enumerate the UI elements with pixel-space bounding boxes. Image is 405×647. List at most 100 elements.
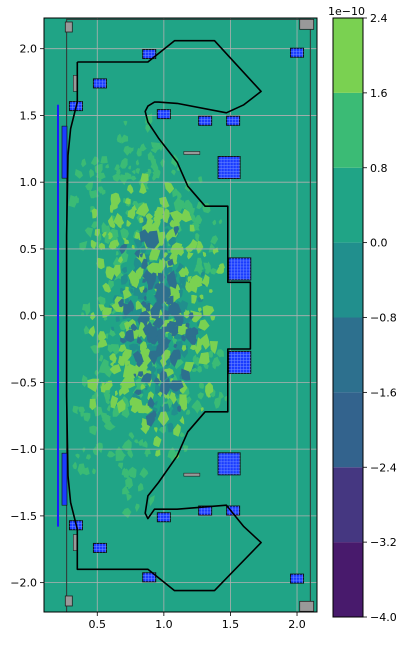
contour-patch	[153, 435, 162, 448]
contour-patch	[167, 301, 182, 317]
contour-patch	[120, 219, 125, 226]
contour-patch	[89, 189, 98, 199]
colorbar-tick-label: −1.6	[370, 386, 397, 399]
colorbar: 1e−10 −4.0 −3.2 −2.4 −1.6 −0.8 0.0 0.8 1.6 2.4	[328, 5, 397, 624]
contour-patch	[149, 362, 153, 368]
contour-patch	[142, 287, 148, 293]
contour-patch	[89, 425, 98, 436]
contour-patch	[120, 157, 128, 169]
contour-patch	[138, 439, 144, 446]
contour-patch	[121, 403, 130, 419]
contour-patch	[109, 364, 122, 375]
contour-patch	[136, 405, 147, 414]
contour-patch	[188, 239, 198, 250]
colorbar-tick-label: −0.8	[370, 312, 397, 325]
contour-patch	[209, 341, 218, 355]
contour-patch	[115, 390, 118, 397]
contour-patch	[120, 337, 127, 344]
contour-patch	[140, 173, 149, 184]
contour-patch	[118, 331, 126, 340]
contour-patch	[90, 239, 97, 250]
contour-patch	[182, 445, 189, 453]
contour-patch	[111, 326, 115, 332]
contour-patch	[146, 217, 154, 230]
contour-patch	[159, 357, 167, 368]
contour-patch	[172, 324, 179, 335]
contour-patch	[147, 168, 152, 175]
contour-patch	[108, 215, 116, 229]
contour-patch	[193, 263, 204, 272]
contour-patch	[105, 163, 110, 169]
contour-patch	[173, 197, 184, 212]
contour-patch	[135, 168, 141, 174]
contour-patch	[128, 466, 137, 479]
contour-patch	[197, 321, 201, 327]
contour-patch	[120, 287, 125, 295]
contour-patch	[135, 267, 144, 280]
contour-patch	[121, 439, 132, 451]
contour-patch	[224, 395, 228, 402]
contour-patch	[210, 315, 216, 321]
contour-patch	[115, 446, 126, 462]
contour-patch	[122, 288, 132, 300]
contour-patch	[139, 217, 144, 223]
y-tick-label: −1.5	[10, 510, 37, 523]
contour-patch	[146, 304, 151, 312]
contour-patch	[129, 343, 140, 353]
contour-patch	[181, 281, 186, 289]
contour-patch	[196, 201, 202, 210]
contour-patch	[88, 325, 96, 337]
contour-patch	[140, 373, 152, 384]
contour-patch	[140, 245, 148, 254]
contour-patch	[202, 305, 215, 316]
contour-patch	[198, 383, 204, 389]
contour-patch	[130, 288, 134, 294]
contour-patch	[212, 219, 217, 226]
contour-patch	[139, 253, 144, 258]
contour-patch	[173, 226, 180, 237]
contour-patch	[169, 252, 178, 264]
contour-patch	[141, 421, 145, 426]
pf-coil	[226, 505, 241, 516]
contour-patch	[153, 206, 164, 216]
contour-patch	[148, 366, 157, 375]
x-tick-label: 0.5	[89, 618, 107, 631]
contour-patch	[109, 327, 116, 337]
pf-coil	[92, 542, 107, 553]
x-tick-label: 2.0	[288, 618, 306, 631]
colorbar-multiplier-label: 1e−10	[328, 5, 365, 18]
y-tick-label: −0.5	[10, 376, 37, 389]
contour-patch	[126, 493, 132, 501]
contour-patch	[135, 300, 144, 310]
contour-patch	[89, 168, 95, 178]
contour-patch	[102, 307, 112, 318]
contour-patch	[163, 349, 169, 358]
contour-patch	[101, 382, 105, 386]
contour-patch	[81, 374, 88, 388]
contour-patch	[200, 407, 204, 412]
contour-patch	[85, 181, 94, 192]
pf-coil	[226, 115, 241, 126]
contour-patch	[146, 262, 160, 276]
contour-patch	[100, 384, 106, 393]
contour-patch	[189, 224, 195, 232]
contour-patch	[112, 264, 121, 278]
contour-patch	[98, 354, 104, 362]
y-tick-label: −2.0	[10, 577, 37, 590]
contour-patch	[72, 405, 79, 415]
contour-patch	[135, 159, 140, 166]
contour-patch	[118, 298, 124, 308]
contour-patch	[112, 173, 122, 182]
pf-coil	[217, 156, 241, 180]
contour-patch	[83, 325, 91, 335]
colorbar-band	[333, 242, 363, 318]
colorbar-tick-label: 0.8	[370, 162, 388, 175]
contour-patch	[201, 271, 205, 277]
contour-patch	[89, 398, 97, 411]
contour-patch	[178, 267, 187, 277]
contour-patch	[136, 336, 143, 345]
contour-patch	[210, 235, 219, 245]
contour-patch	[123, 120, 128, 126]
colorbar-tick-label: −4.0	[370, 611, 397, 624]
contour-patch	[82, 447, 86, 453]
